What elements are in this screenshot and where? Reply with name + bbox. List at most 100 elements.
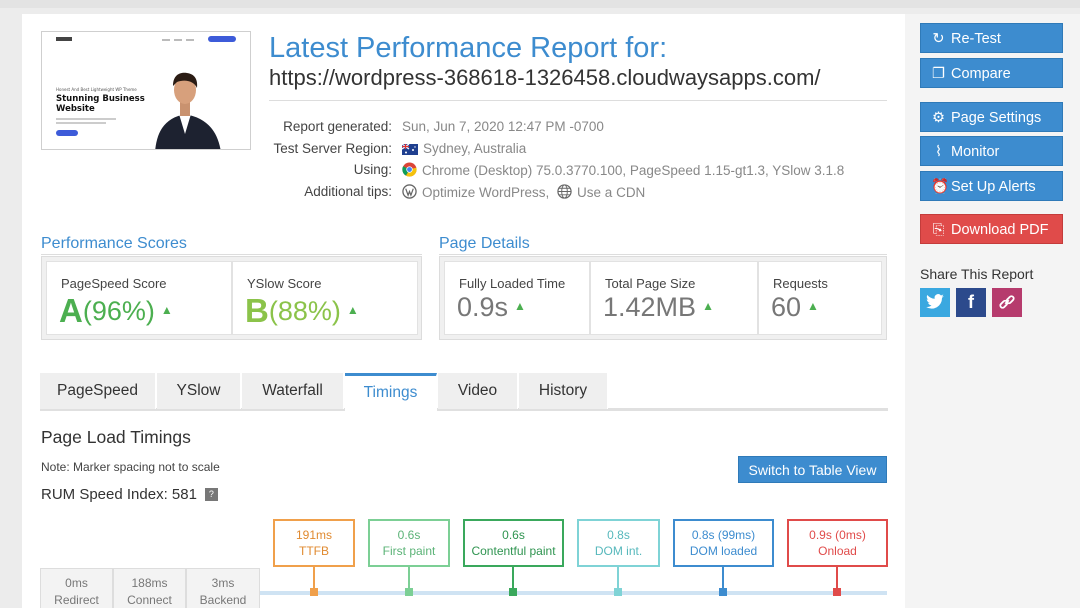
copy-icon: ❐ [932,66,945,82]
compare-button[interactable]: ❐ Compare [920,58,1063,88]
meta-label: Test Server Region: [273,141,392,156]
yslow-score-card[interactable]: YSlow Score B(88%) ▲ [232,261,418,335]
tab-waterfall[interactable]: Waterfall [242,373,344,409]
pagespeed-score-card[interactable]: PageSpeed Score A(96%) ▲ [46,261,232,335]
marker-value: 0.9s (0ms) [809,528,866,542]
report-tabs: PageSpeed YSlow Waterfall Timings Video … [40,373,888,412]
phase-redirect: 0ms Redirect [40,568,113,608]
marker-value: 0.8s (99ms) [691,528,756,542]
tip-optimize-wordpress-link[interactable]: Optimize WordPress, [422,185,550,200]
australia-flag-icon [402,144,418,155]
phase-label: Connect [127,593,172,607]
marker-stem [512,567,514,589]
setup-alerts-label: Set Up Alerts [951,179,1036,195]
marker-first-paint[interactable]: 0.6s First paint [368,519,450,567]
top-strip [0,0,1080,8]
wordpress-icon [402,184,417,199]
caret-up-icon: ▲ [346,303,359,317]
requests-value: 60 [771,292,802,322]
marker-dom-interactive[interactable]: 0.8s DOM int. [577,519,660,567]
page-size-value-wrap: 1.42MB ▲ [603,292,714,323]
tab-yslow[interactable]: YSlow [157,373,241,409]
globe-icon [557,184,572,199]
chrome-icon [402,162,417,177]
thumbnail-person-image [155,72,221,149]
facebook-icon[interactable]: f [956,288,986,317]
meta-label: Using: [353,162,392,177]
marker-stem [313,567,315,589]
phase-backend: 3ms Backend [186,568,260,608]
thumbnail-headline: Stunning Business Website [56,94,145,114]
marker-stem [722,567,724,589]
marker-dom-loaded[interactable]: 0.8s (99ms) DOM loaded [673,519,774,567]
alarm-clock-icon: ⏰ [931,179,950,195]
share-report-label: Share This Report [920,266,1034,282]
marker-dot [833,588,841,596]
marker-label: First paint [382,544,436,558]
marker-contentful-paint[interactable]: 0.6s Contentful paint [463,519,564,567]
fully-loaded-label: Fully Loaded Time [459,276,566,291]
thumbnail-tagline: Honest And Best Lightweight WP Theme [56,87,137,92]
setup-alerts-button[interactable]: ⏰ Set Up Alerts [920,171,1063,201]
refresh-icon: ↻ [932,31,945,47]
fully-loaded-card[interactable]: Fully Loaded Time 0.9s ▲ [444,261,590,335]
help-icon[interactable]: ? [204,488,218,501]
marker-onload[interactable]: 0.9s (0ms) Onload [787,519,888,567]
link-icon[interactable] [992,288,1022,317]
marker-value: 0.6s [502,528,525,542]
rum-speed-index-text: RUM Speed Index: 581 [41,486,197,503]
page-screenshot-thumbnail[interactable]: Honest And Best Lightweight WP Theme Stu… [41,31,251,150]
phase-value: 3ms [211,576,235,590]
retest-button[interactable]: ↻ Re-Test [920,23,1063,53]
switch-table-view-button[interactable]: Switch to Table View [738,456,887,483]
thumbnail-nav-button [208,36,236,42]
thumbnail-nav-link [174,39,182,41]
page-settings-button[interactable]: ⚙ Page Settings [920,102,1063,132]
yslow-percent: (88%) [268,296,341,326]
requests-value-wrap: 60 ▲ [771,292,819,323]
meta-value-wrap: Optimize WordPress, Use a CDN [402,184,645,200]
report-title: Latest Performance Report for: [269,32,668,64]
meta-label: Additional tips: [304,184,392,199]
page-size-card[interactable]: Total Page Size 1.42MB ▲ [590,261,758,335]
download-pdf-button[interactable]: ⎘ Download PDF [920,214,1063,244]
page-size-value: 1.42MB [603,292,697,322]
sidebar: ↻ Re-Test ❐ Compare ⚙ Page Settings ⌇ Monito… [905,14,1080,608]
timings-note: Note: Marker spacing not to scale [41,460,220,474]
thumbnail-nav [42,32,250,50]
marker-label: DOM loaded [689,544,758,558]
marker-ttfb[interactable]: 191ms TTFB [273,519,355,567]
tab-timings[interactable]: Timings [345,373,437,412]
thumbnail-text-line [56,118,116,120]
tip-use-cdn-link[interactable]: Use a CDN [577,185,646,200]
download-pdf-label: Download PDF [951,222,1049,238]
compare-label: Compare [951,66,1011,82]
marker-stem [617,567,619,589]
timeline-bar [260,591,887,595]
marker-label: Contentful paint [471,544,556,558]
twitter-icon[interactable] [920,288,950,317]
marker-value: 191ms [295,528,333,542]
page-size-label: Total Page Size [605,276,696,291]
phase-value: 0ms [65,576,88,590]
page-load-timings-heading: Page Load Timings [41,427,191,447]
monitor-button[interactable]: ⌇ Monitor [920,136,1063,166]
tab-history[interactable]: History [519,373,608,409]
phase-value: 188ms [131,576,168,590]
tab-pagespeed[interactable]: PageSpeed [40,373,156,409]
divider [41,254,422,255]
retest-label: Re-Test [951,31,1001,47]
requests-label: Requests [773,276,828,291]
report-url[interactable]: https://wordpress-368618-1326458.cloudwa… [269,65,821,90]
divider [269,100,887,101]
page-details-heading: Page Details [439,235,530,252]
pagespeed-percent: (96%) [82,296,155,326]
tab-video[interactable]: Video [438,373,518,409]
marker-dot [310,588,318,596]
meta-value: Chrome (Desktop) 75.0.3770.100, PageSpee… [422,163,845,178]
page-settings-label: Page Settings [951,110,1042,126]
report-panel: Honest And Best Lightweight WP Theme Stu… [22,14,905,608]
requests-card[interactable]: Requests 60 ▲ [758,261,882,335]
yslow-score-label: YSlow Score [247,276,322,291]
yslow-score-value: B(88%) ▲ [245,292,359,330]
